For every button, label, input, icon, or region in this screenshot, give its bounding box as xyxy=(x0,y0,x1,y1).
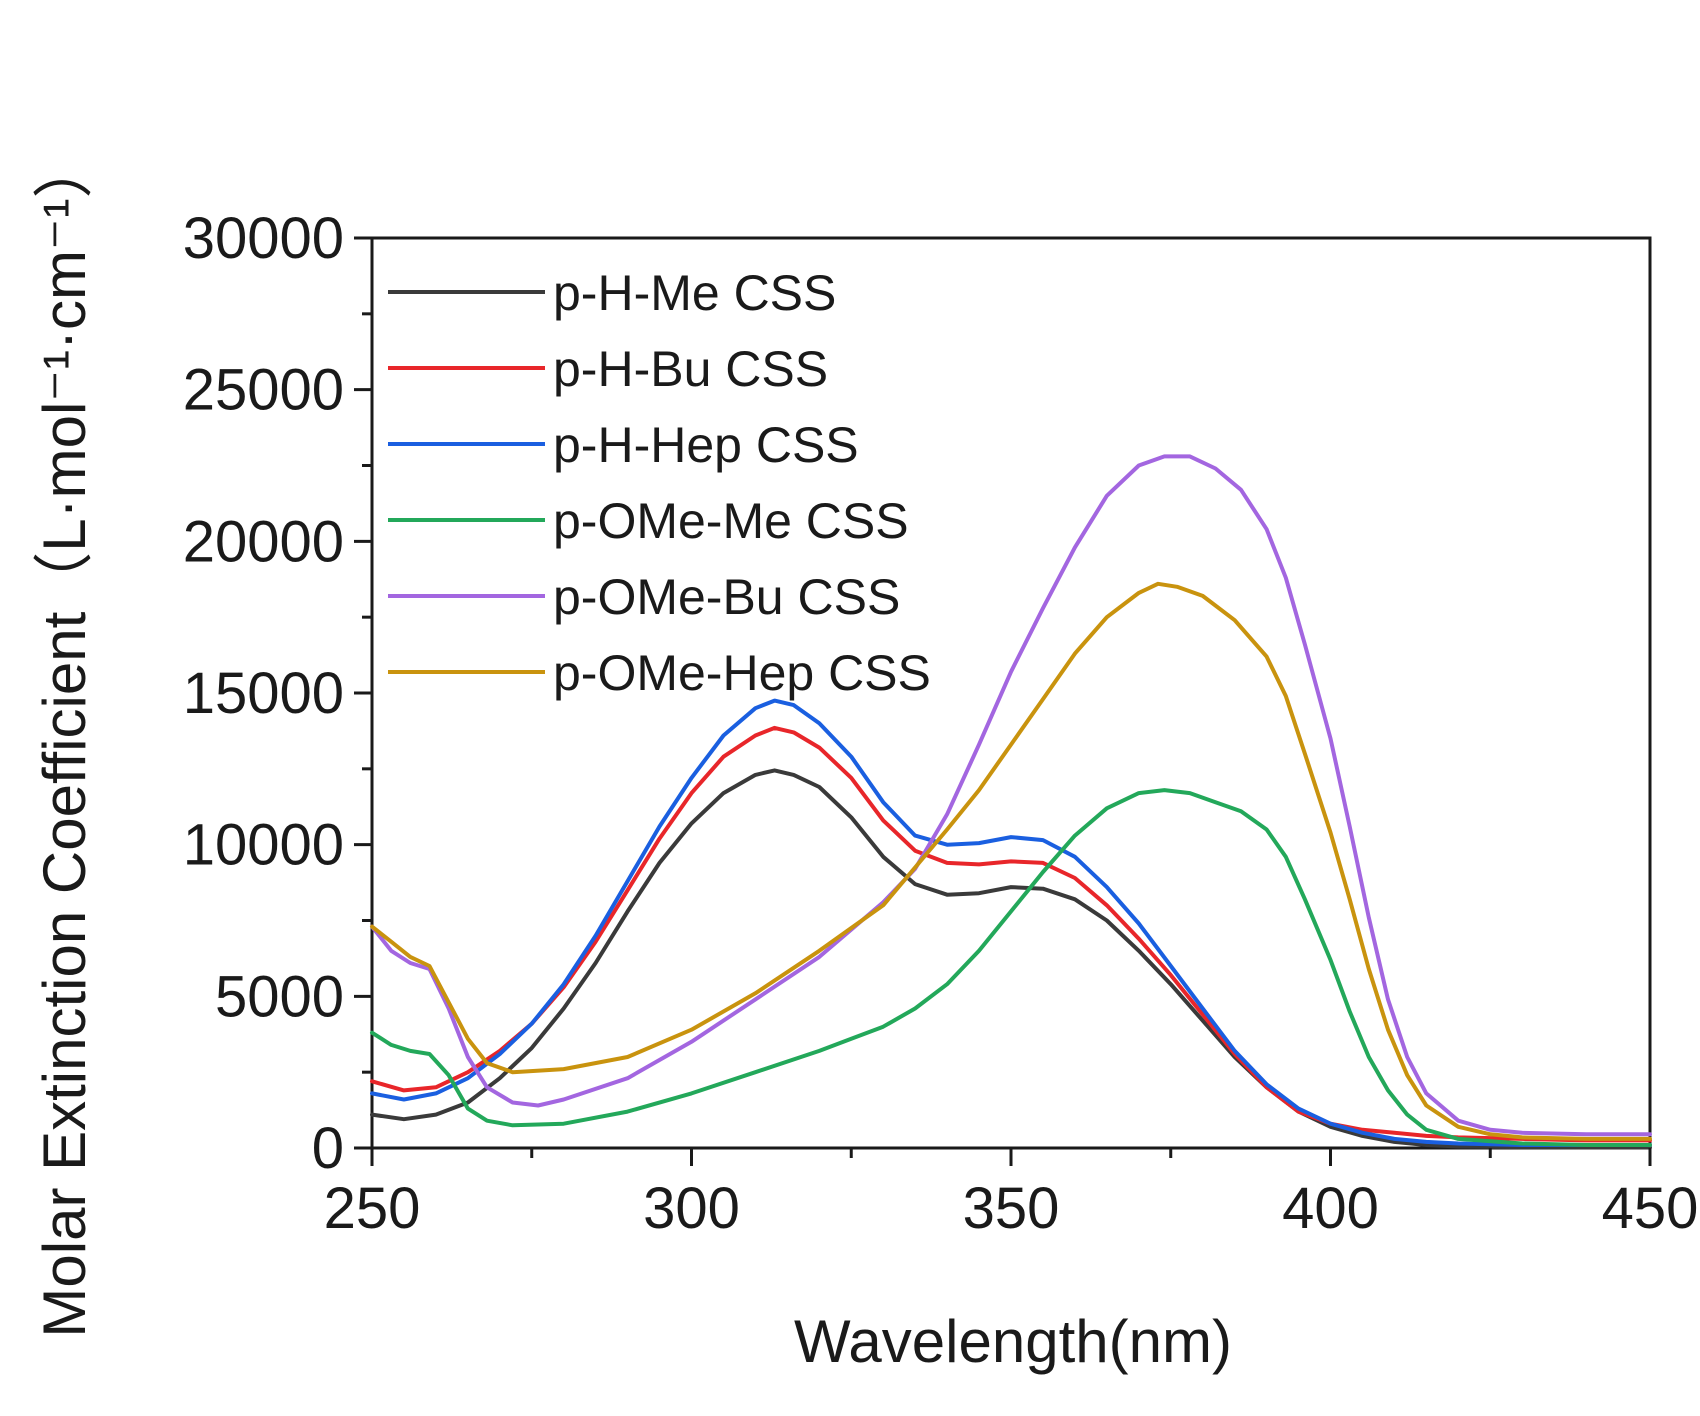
x-tick-label: 350 xyxy=(963,1176,1060,1241)
y-tick-label: 25000 xyxy=(183,358,344,423)
x-tick-label: 250 xyxy=(324,1176,421,1241)
y-tick-label: 20000 xyxy=(183,509,344,574)
legend: p-H-Me CSS p-H-Bu CSS p-H-Hep CSS p-OMe-Me … xyxy=(388,265,931,701)
x-tick-label: 400 xyxy=(1282,1176,1379,1241)
x-tick-label: 300 xyxy=(643,1176,740,1241)
series-line-4 xyxy=(370,788,1652,1147)
legend-label-5: p-OMe-Bu CSS xyxy=(553,569,900,625)
series-layer xyxy=(370,454,1652,1150)
y-tick-label: 15000 xyxy=(183,661,344,726)
series-line-6 xyxy=(370,581,1652,1141)
legend-label-1: p-H-Me CSS xyxy=(553,265,836,321)
series-line-5 xyxy=(370,454,1652,1137)
x-axis-title: Wavelength(nm) xyxy=(794,1308,1232,1375)
legend-label-3: p-H-Hep CSS xyxy=(553,417,859,473)
y-tick-label: 10000 xyxy=(183,813,344,878)
legend-label-4: p-OMe-Me CSS xyxy=(553,493,909,549)
y-axis-title: Molar Extinction Coefficient（L·mol⁻¹·cm⁻… xyxy=(31,138,98,1337)
series-line-2 xyxy=(370,725,1652,1143)
legend-label-6: p-OMe-Hep CSS xyxy=(553,645,931,701)
series-line-1 xyxy=(370,768,1652,1150)
y-tick-label: 0 xyxy=(312,1116,344,1181)
y-axis: 0 5000 10000 15000 20000 25000 30000 xyxy=(183,206,372,1181)
series-line-3 xyxy=(370,698,1652,1147)
x-tick-label: 450 xyxy=(1602,1176,1699,1241)
legend-label-2: p-H-Bu CSS xyxy=(553,341,828,397)
x-axis: 250 300 350 400 450 xyxy=(324,1148,1699,1241)
y-tick-label: 5000 xyxy=(215,964,344,1029)
y-tick-label: 30000 xyxy=(183,206,344,271)
